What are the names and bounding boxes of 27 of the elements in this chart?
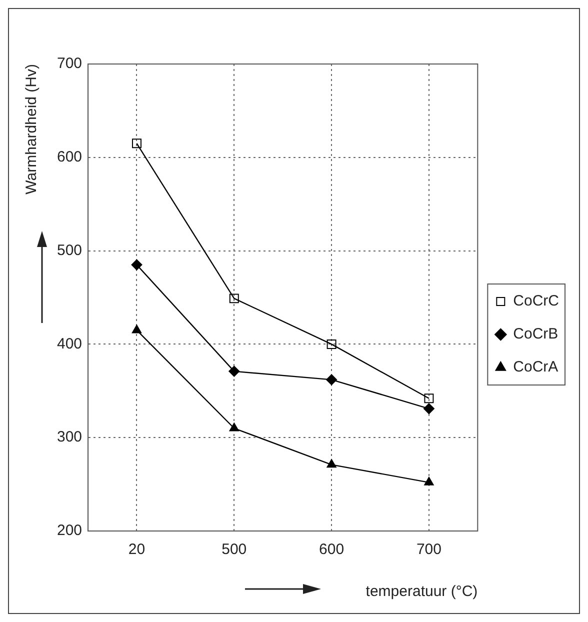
point bbox=[326, 459, 336, 468]
y-tick-label: 500 bbox=[56, 242, 82, 259]
y-tick-label: 600 bbox=[56, 148, 82, 166]
x-tick-label: 600 bbox=[319, 541, 344, 558]
point bbox=[229, 422, 239, 432]
point bbox=[132, 324, 142, 334]
point bbox=[132, 138, 142, 148]
x-axis-title: temperatuur (°C) bbox=[366, 583, 478, 600]
point bbox=[229, 294, 239, 304]
point bbox=[326, 339, 336, 349]
x-tick-label: 20 bbox=[128, 541, 146, 558]
point bbox=[228, 366, 240, 377]
point bbox=[423, 403, 434, 414]
legend-label: CoCrC bbox=[513, 292, 560, 310]
x-tick-label: 700 bbox=[416, 541, 442, 558]
y-axis-title: Warmhardheid (Hv) bbox=[23, 64, 40, 194]
point bbox=[424, 476, 434, 486]
point bbox=[131, 259, 142, 270]
y-tick-label: 300 bbox=[56, 428, 82, 446]
y-tick-label: 700 bbox=[56, 55, 82, 72]
y-tick-label: 400 bbox=[56, 335, 82, 352]
point bbox=[424, 394, 434, 404]
y-tick-label: 200 bbox=[56, 522, 82, 540]
point bbox=[326, 374, 338, 386]
legend-label: CoCrB bbox=[513, 326, 558, 343]
legend-label: CoCrA bbox=[513, 358, 558, 376]
x-tick-label: 500 bbox=[222, 541, 247, 558]
